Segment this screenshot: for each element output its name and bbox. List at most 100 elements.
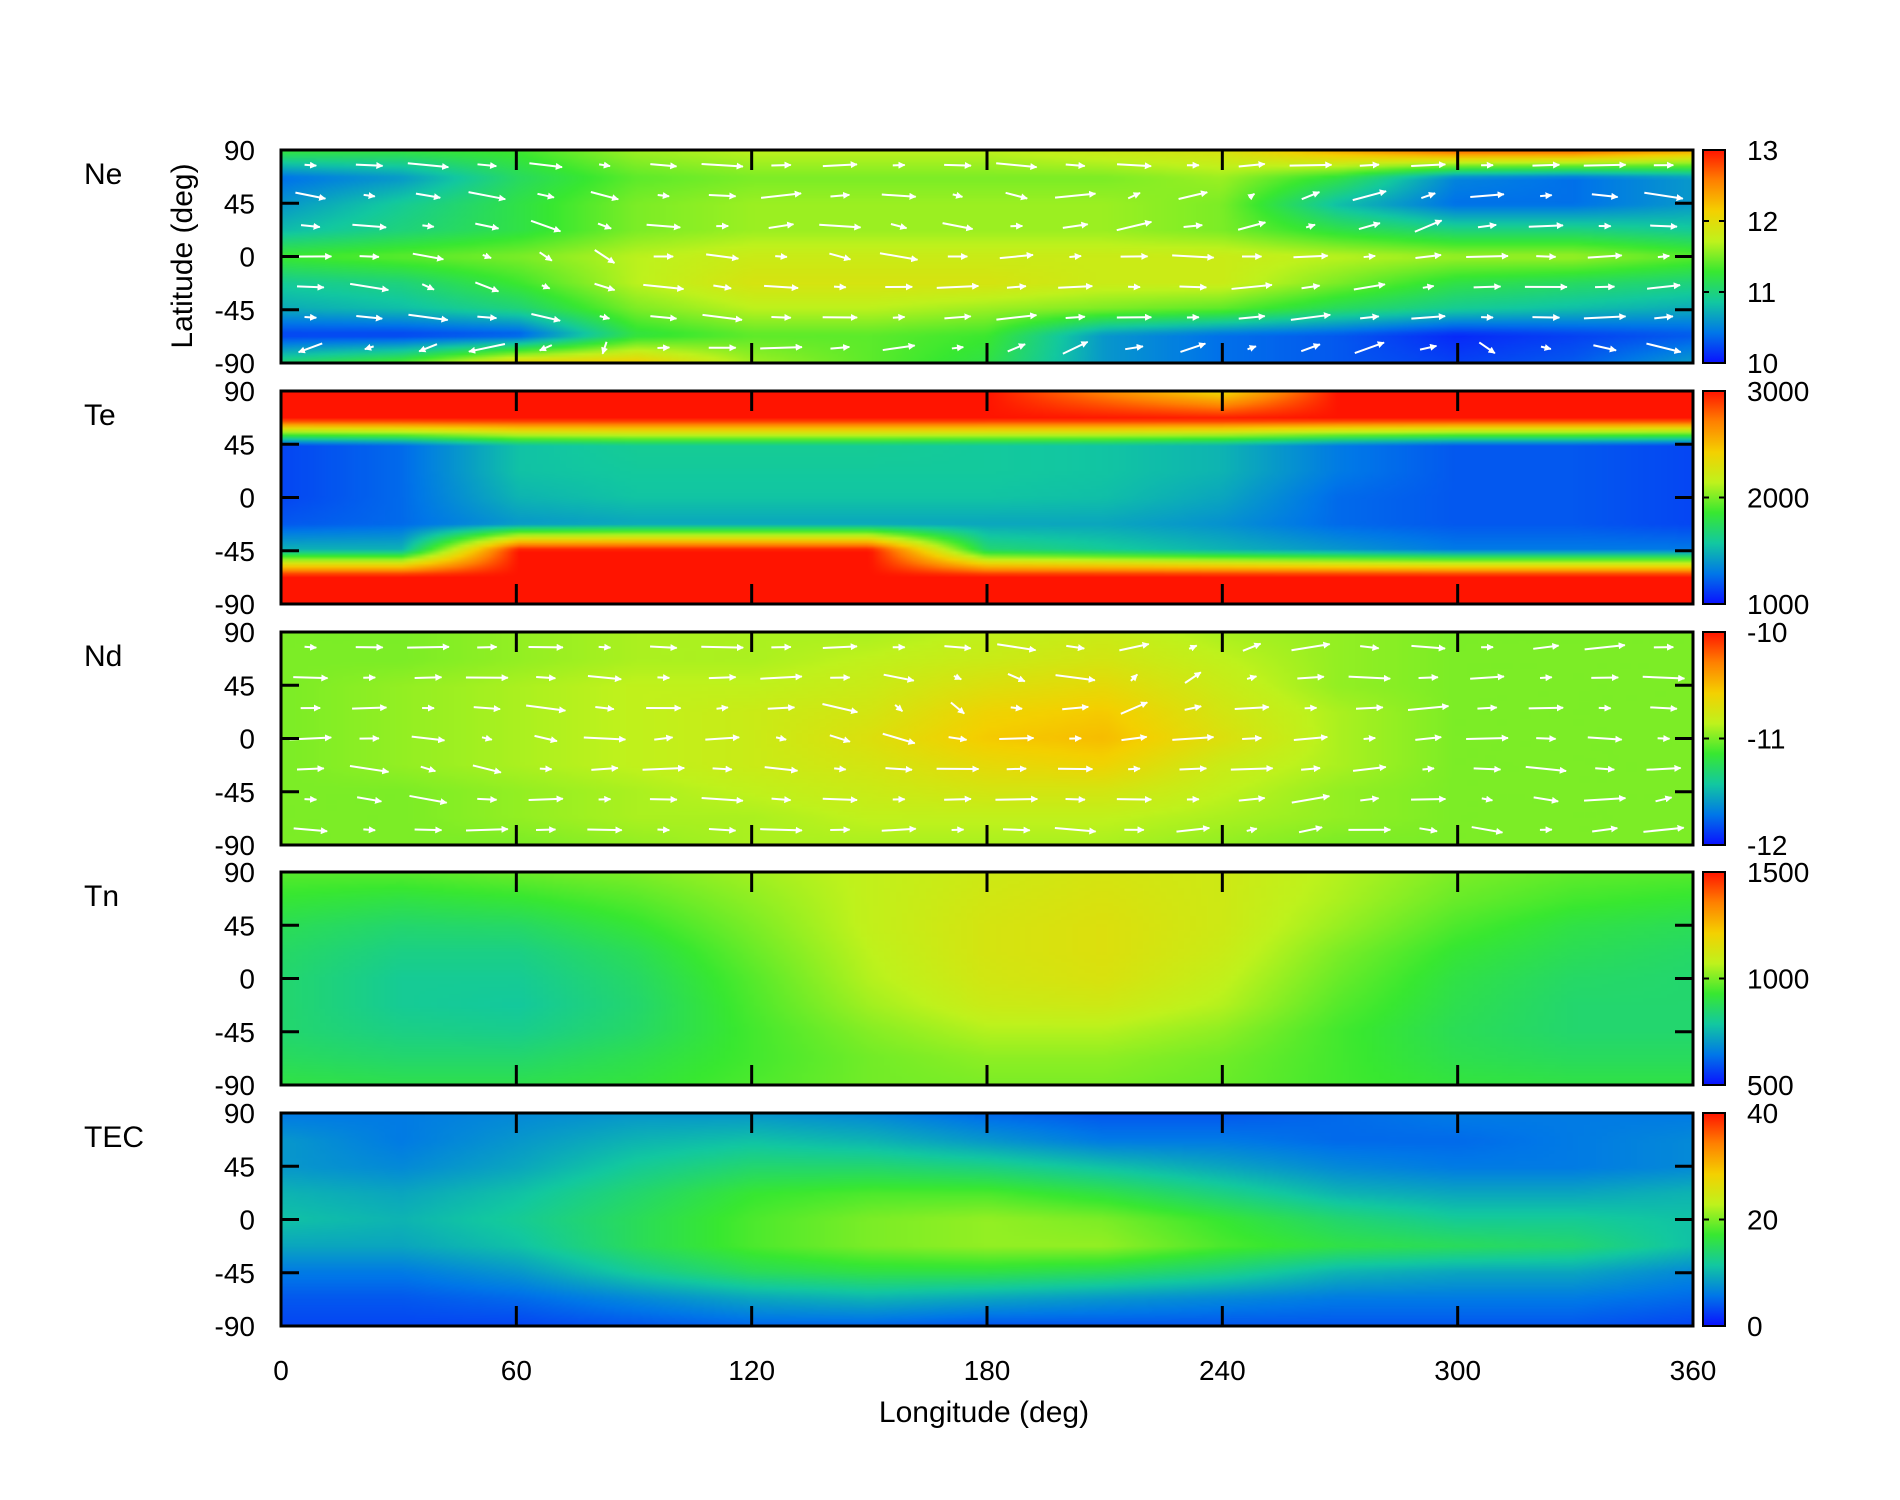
vector-arrow bbox=[587, 826, 623, 834]
y-tick-label: -45 bbox=[215, 536, 255, 567]
vector-arrow bbox=[1238, 795, 1266, 803]
vector-arrow bbox=[1065, 795, 1086, 803]
vector-arrow bbox=[1363, 253, 1376, 261]
y-tick-label: 45 bbox=[224, 910, 255, 941]
vector-arrow bbox=[999, 252, 1034, 260]
vector-arrow bbox=[1358, 221, 1381, 230]
vector-arrow bbox=[1184, 704, 1202, 712]
vector-arrow bbox=[883, 673, 915, 683]
vector-arrow bbox=[1058, 282, 1094, 290]
vector-arrow bbox=[407, 162, 450, 171]
vector-arrow bbox=[1355, 704, 1384, 712]
vector-arrow bbox=[537, 192, 555, 200]
vector-arrow bbox=[1470, 673, 1505, 681]
panels: 90450-45-90Ne1312111090450-45-90Te300020… bbox=[84, 135, 1809, 1386]
y-tick-label: 45 bbox=[224, 188, 255, 219]
vector-arrow bbox=[1007, 673, 1026, 683]
vector-arrow bbox=[771, 161, 792, 169]
vector-arrow bbox=[1247, 192, 1256, 201]
vector-arrow bbox=[1006, 765, 1027, 773]
vector-arrow bbox=[1065, 161, 1086, 169]
vector-arrow bbox=[944, 795, 972, 803]
vector-arrow bbox=[598, 161, 611, 169]
vector-arrow bbox=[1650, 222, 1678, 230]
panel-te: 90 45 0 -45 -90 Te 3000 2000 1000 bbox=[84, 376, 1809, 620]
vector-arrow bbox=[359, 253, 380, 261]
vector-arrow bbox=[890, 223, 908, 230]
vector-arrow bbox=[879, 252, 919, 263]
x-tick-label: 0 bbox=[273, 1355, 289, 1386]
vector-arrow bbox=[1419, 343, 1438, 351]
vector-arrow bbox=[1242, 734, 1263, 742]
vector-arrow bbox=[418, 343, 438, 353]
vector-arrow bbox=[1533, 642, 1560, 650]
vector-arrow bbox=[1300, 343, 1321, 353]
vector-arrow bbox=[1360, 313, 1380, 321]
vector-arrow bbox=[1422, 765, 1435, 773]
vector-arrow bbox=[420, 765, 437, 773]
vector-arrow bbox=[1536, 735, 1557, 743]
vector-arrow bbox=[1411, 161, 1447, 169]
vector-arrow bbox=[1473, 283, 1502, 291]
x-axis-label: Longitude (deg) bbox=[879, 1396, 1089, 1429]
vector-arrow bbox=[1466, 252, 1509, 260]
vector-arrow bbox=[829, 734, 851, 744]
vector-arrow bbox=[474, 281, 500, 293]
vector-arrow bbox=[1121, 734, 1148, 742]
vector-arrow bbox=[1291, 793, 1331, 804]
y-tick-label: -90 bbox=[215, 589, 255, 620]
vector-arrow bbox=[1005, 191, 1028, 201]
vector-arrow bbox=[531, 313, 561, 323]
vector-arrow bbox=[1065, 313, 1086, 321]
vector-arrow bbox=[1183, 222, 1203, 230]
vector-arrow bbox=[1481, 795, 1494, 803]
vector-arrow bbox=[1184, 671, 1202, 684]
vector-arrow bbox=[999, 734, 1035, 742]
colorbar-tick-label: 20 bbox=[1747, 1205, 1778, 1236]
vector-arrow bbox=[997, 643, 1037, 653]
vector-arrow bbox=[601, 341, 608, 355]
vector-arrow bbox=[1188, 644, 1198, 652]
vector-arrow bbox=[1359, 161, 1380, 169]
vector-arrow bbox=[349, 765, 390, 775]
vector-arrow bbox=[475, 222, 500, 231]
vector-arrow bbox=[1418, 674, 1439, 682]
vector-arrow bbox=[995, 795, 1039, 803]
vector-arrow bbox=[411, 735, 446, 744]
vector-arrow bbox=[295, 191, 327, 201]
vector-arrow bbox=[1650, 704, 1678, 712]
vector-arrow bbox=[1422, 283, 1435, 291]
vector-arrow bbox=[657, 826, 671, 834]
vector-arrow bbox=[477, 314, 498, 322]
vector-arrow bbox=[481, 734, 493, 742]
colorbar-tick-label: 0 bbox=[1747, 1311, 1763, 1342]
vector-arrow bbox=[642, 764, 685, 772]
colorbar-tick-label: 40 bbox=[1747, 1098, 1778, 1129]
vector-arrow bbox=[407, 643, 450, 651]
vector-arrow bbox=[528, 795, 564, 803]
vector-arrow bbox=[1473, 765, 1502, 773]
y-tick-label: 0 bbox=[239, 242, 255, 273]
vector-arrow bbox=[1007, 343, 1026, 353]
vector-arrow bbox=[701, 162, 744, 170]
vector-arrow bbox=[1298, 825, 1323, 834]
panel-ne: 90 45 0 -45 -90 Ne 13 12 11 10 bbox=[84, 135, 1778, 379]
vector-arrow bbox=[1420, 191, 1436, 199]
vector-arrow bbox=[1242, 642, 1262, 652]
vector-arrow bbox=[349, 282, 390, 293]
vector-arrow bbox=[1231, 282, 1273, 290]
vector-arrow bbox=[767, 704, 796, 712]
colorbar-tick-label: -12 bbox=[1747, 830, 1787, 861]
vector-arrow bbox=[364, 343, 374, 351]
vector-arrow bbox=[1237, 220, 1267, 231]
vector-arrow bbox=[468, 191, 506, 202]
vector-arrow bbox=[1293, 734, 1329, 742]
vector-arrow bbox=[760, 190, 802, 199]
vector-arrow bbox=[1172, 253, 1215, 261]
vector-arrow bbox=[1360, 644, 1380, 652]
vector-arrow bbox=[595, 704, 615, 712]
vector-arrow bbox=[477, 162, 498, 169]
heatmap-tn bbox=[281, 872, 1693, 1085]
vector-arrow bbox=[409, 794, 448, 806]
vector-arrow bbox=[583, 735, 627, 743]
